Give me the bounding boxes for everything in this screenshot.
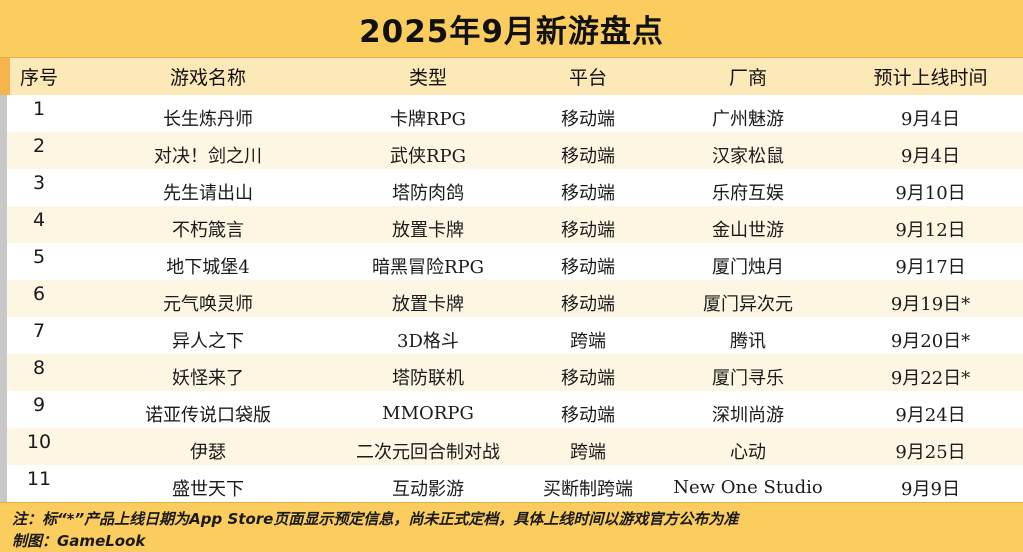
row-platform: 移动端 — [561, 219, 615, 241]
row-release-date: 9月25日 — [895, 441, 966, 463]
row-type: 互动影游 — [392, 478, 464, 500]
row-vendor: 厦门烛月 — [712, 256, 784, 278]
table-row: 4 不朽箴言 放置卡牌 移动端 金山世游 9月12日 — [0, 206, 1023, 243]
row-release-date: 9月24日 — [895, 404, 966, 426]
row-index: 7 — [32, 319, 46, 342]
row-release-date: 9月4日 — [901, 145, 960, 167]
table-row: 5 地下城堡4 暗黑冒险RPG 移动端 厦门烛月 9月17日 — [0, 243, 1023, 280]
row-index: 5 — [32, 245, 46, 268]
table-row: 8 妖怪来了 塔防联机 移动端 厦门寻乐 9月22日* — [0, 354, 1023, 391]
header-platform: 平台 — [568, 67, 607, 89]
footer-note-area: 注：标“*”产品上线日期为App Store页面显示预定信息，尚未正式定档，具体… — [0, 502, 1023, 552]
row-vendor: 厦门寻乐 — [712, 367, 784, 389]
row-index: 6 — [32, 282, 46, 305]
row-type: 武侠RPG — [389, 145, 467, 167]
row-vendor: 厦门异次元 — [703, 293, 793, 315]
header-game-name: 游戏名称 — [169, 67, 246, 89]
row-game-name: 盛世天下 — [172, 478, 244, 500]
table-row: 1 长生炼丹师 卡牌RPG 移动端 广州魅游 9月4日 — [0, 95, 1023, 132]
row-game-name: 先生请出山 — [163, 182, 253, 204]
row-game-name: 元气唤灵师 — [163, 293, 253, 315]
row-game-name: 地下城堡4 — [166, 256, 250, 278]
row-type: 二次元回合制对战 — [356, 441, 500, 463]
row-type: MMORPG — [382, 403, 474, 424]
footer-note: 注：标“*”产品上线日期为App Store页面显示预定信息，尚未正式定档，具体… — [12, 510, 739, 528]
row-release-date: 9月17日 — [895, 256, 966, 278]
row-vendor: 心动 — [730, 441, 766, 463]
header-release-date: 预计上线时间 — [873, 67, 988, 89]
row-game-name: 对决！剑之川 — [154, 145, 262, 167]
row-vendor: 深圳尚游 — [712, 404, 784, 426]
row-index: 9 — [32, 393, 46, 416]
page-title: 2025年9月新游盘点 — [0, 0, 1023, 58]
row-index: 4 — [32, 208, 46, 231]
row-release-date: 9月4日 — [901, 108, 960, 130]
row-game-name: 长生炼丹师 — [163, 108, 253, 130]
table-row: 7 异人之下 3D格斗 跨端 腾讯 9月20日* — [0, 317, 1023, 354]
row-type: 塔防联机 — [392, 367, 464, 389]
row-game-name: 诺亚传说口袋版 — [145, 404, 271, 426]
row-vendor: 腾讯 — [730, 330, 766, 352]
row-platform: 移动端 — [561, 182, 615, 204]
row-game-name: 妖怪来了 — [172, 367, 244, 389]
footer-credit: 制图：GameLook — [12, 532, 146, 550]
table-header: 序号 游戏名称 类型 平台 厂商 预计上线时间 — [0, 58, 1023, 95]
row-release-date: 9月19日* — [890, 293, 971, 315]
table-row: 9 诺亚传说口袋版 MMORPG 移动端 深圳尚游 9月24日 — [0, 391, 1023, 428]
row-type: 卡牌RPG — [389, 108, 467, 130]
row-index: 2 — [32, 134, 46, 157]
row-type: 暗黑冒险RPG — [371, 256, 485, 278]
row-vendor: 金山世游 — [712, 219, 784, 241]
row-index: 10 — [26, 430, 52, 453]
table-row: 3 先生请出山 塔防肉鸽 移动端 乐府互娱 9月10日 — [0, 169, 1023, 206]
row-index: 3 — [32, 171, 46, 194]
row-platform: 移动端 — [561, 367, 615, 389]
row-vendor: 汉家松鼠 — [712, 145, 784, 167]
row-game-name: 异人之下 — [172, 330, 244, 352]
row-index: 1 — [32, 97, 46, 120]
header-index: 序号 — [19, 67, 58, 89]
table-row: 6 元气唤灵师 放置卡牌 移动端 厦门异次元 9月19日* — [0, 280, 1023, 317]
row-release-date: 9月22日* — [890, 367, 971, 389]
row-release-date: 9月10日 — [895, 182, 966, 204]
row-type: 放置卡牌 — [392, 219, 464, 241]
row-type: 放置卡牌 — [392, 293, 464, 315]
row-type: 3D格斗 — [397, 330, 459, 352]
row-type: 塔防肉鸽 — [392, 182, 464, 204]
table-row: 2 对决！剑之川 武侠RPG 移动端 汉家松鼠 9月4日 — [0, 132, 1023, 169]
table-body: 1 长生炼丹师 卡牌RPG 移动端 广州魅游 9月4日 2 对决！剑之川 武侠R… — [0, 95, 1023, 502]
header-vendor: 厂商 — [728, 67, 767, 89]
row-release-date: 9月20日* — [890, 330, 971, 352]
row-release-date: 9月9日 — [901, 478, 960, 500]
row-index: 8 — [32, 356, 46, 379]
row-platform: 移动端 — [561, 256, 615, 278]
left-rail — [0, 95, 7, 502]
row-platform: 买断制跨端 — [543, 478, 633, 500]
row-vendor: 广州魅游 — [712, 108, 784, 130]
header-type: 类型 — [408, 67, 447, 89]
row-platform: 移动端 — [561, 145, 615, 167]
row-game-name: 伊瑟 — [190, 441, 226, 463]
table-row: 11 盛世天下 互动影游 买断制跨端 New One Studio 9月9日 — [0, 465, 1023, 502]
row-game-name: 不朽箴言 — [172, 219, 244, 241]
row-platform: 移动端 — [561, 293, 615, 315]
row-release-date: 9月12日 — [895, 219, 966, 241]
row-vendor: New One Studio — [673, 477, 823, 498]
row-platform: 跨端 — [570, 330, 606, 352]
row-platform: 移动端 — [561, 108, 615, 130]
row-platform: 跨端 — [570, 441, 606, 463]
row-vendor: 乐府互娱 — [712, 182, 784, 204]
row-index: 11 — [26, 467, 52, 490]
table-row: 10 伊瑟 二次元回合制对战 跨端 心动 9月25日 — [0, 428, 1023, 465]
row-platform: 移动端 — [561, 404, 615, 426]
header-accent — [0, 58, 10, 95]
